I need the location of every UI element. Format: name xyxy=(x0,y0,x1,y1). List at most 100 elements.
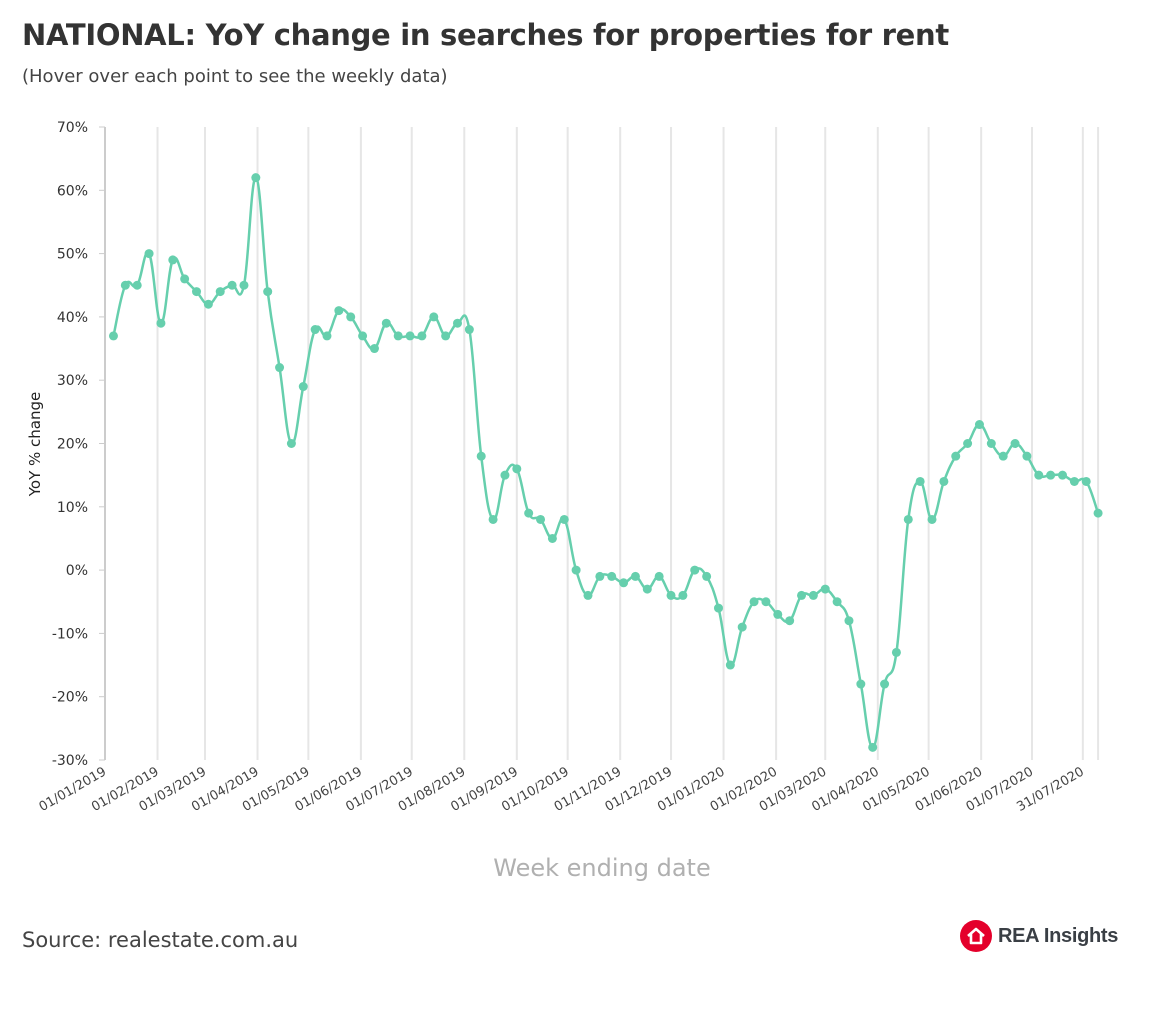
data-point[interactable] xyxy=(441,331,451,341)
data-point[interactable] xyxy=(334,306,344,316)
house-in-circle-icon xyxy=(960,920,992,952)
data-point[interactable] xyxy=(654,571,664,581)
y-tick-label: 50% xyxy=(57,247,88,263)
data-point[interactable] xyxy=(891,647,901,657)
data-point[interactable] xyxy=(464,325,474,335)
data-point[interactable] xyxy=(630,571,640,581)
data-point[interactable] xyxy=(358,331,368,341)
y-tick-label: -30% xyxy=(52,753,88,769)
y-tick-label: 20% xyxy=(57,437,88,453)
data-point[interactable] xyxy=(275,363,285,373)
data-point[interactable] xyxy=(405,331,415,341)
data-point[interactable] xyxy=(239,280,249,290)
data-point[interactable] xyxy=(880,679,890,689)
data-point[interactable] xyxy=(583,590,593,600)
data-point[interactable] xyxy=(773,609,783,619)
data-point[interactable] xyxy=(108,331,118,341)
data-point[interactable] xyxy=(192,287,202,297)
data-point[interactable] xyxy=(571,565,581,575)
data-point[interactable] xyxy=(856,679,866,689)
data-point[interactable] xyxy=(939,476,949,486)
y-tick-label: 0% xyxy=(66,563,88,579)
data-point[interactable] xyxy=(1081,476,1091,486)
data-point[interactable] xyxy=(132,280,142,290)
data-point[interactable] xyxy=(417,331,427,341)
data-point[interactable] xyxy=(749,597,759,607)
data-point[interactable] xyxy=(642,584,652,594)
data-point[interactable] xyxy=(251,173,261,183)
chart-title: NATIONAL: YoY change in searches for pro… xyxy=(22,18,949,52)
data-point[interactable] xyxy=(1010,439,1020,448)
data-point[interactable] xyxy=(713,603,723,613)
y-tick-label: -20% xyxy=(52,690,88,706)
data-point[interactable] xyxy=(927,514,937,524)
data-point[interactable] xyxy=(500,470,510,480)
data-point[interactable] xyxy=(1034,470,1044,480)
data-point[interactable] xyxy=(156,318,166,328)
data-point[interactable] xyxy=(915,476,925,486)
data-point[interactable] xyxy=(512,464,522,474)
y-tick-label: -10% xyxy=(52,626,88,642)
data-point[interactable] xyxy=(951,451,961,461)
data-point[interactable] xyxy=(559,514,569,524)
data-point[interactable] xyxy=(974,420,984,430)
data-point[interactable] xyxy=(286,439,296,448)
data-point[interactable] xyxy=(310,325,320,335)
data-point[interactable] xyxy=(524,508,534,518)
data-point[interactable] xyxy=(820,584,830,594)
data-point[interactable] xyxy=(868,742,878,752)
data-point[interactable] xyxy=(369,344,379,354)
data-point[interactable] xyxy=(547,533,557,543)
data-point[interactable] xyxy=(1046,470,1056,480)
data-point[interactable] xyxy=(761,597,771,607)
y-tick-label: 40% xyxy=(57,310,88,326)
data-point[interactable] xyxy=(227,280,237,290)
data-point[interactable] xyxy=(678,590,688,600)
data-point[interactable] xyxy=(263,287,273,297)
data-point[interactable] xyxy=(429,312,439,322)
data-point[interactable] xyxy=(1058,470,1068,480)
data-point[interactable] xyxy=(215,287,225,297)
data-point[interactable] xyxy=(322,331,332,341)
data-point[interactable] xyxy=(452,318,462,328)
data-point[interactable] xyxy=(168,255,178,265)
y-tick-label: 10% xyxy=(57,500,88,516)
data-point[interactable] xyxy=(393,331,403,341)
data-point[interactable] xyxy=(346,312,356,322)
data-point[interactable] xyxy=(1022,451,1032,461)
data-point[interactable] xyxy=(298,382,308,392)
y-axis-label: YoY % change xyxy=(26,392,44,498)
data-point[interactable] xyxy=(488,514,498,524)
line-chart: 01/01/201901/02/201901/03/201901/04/2019… xyxy=(26,120,1103,882)
data-point[interactable] xyxy=(476,451,486,461)
data-point[interactable] xyxy=(144,249,154,259)
data-point[interactable] xyxy=(986,439,996,448)
data-point[interactable] xyxy=(666,590,676,600)
data-point[interactable] xyxy=(844,616,854,626)
data-point[interactable] xyxy=(180,274,190,284)
data-point[interactable] xyxy=(702,571,712,581)
data-point[interactable] xyxy=(785,616,795,626)
data-point[interactable] xyxy=(619,578,629,588)
data-point[interactable] xyxy=(737,622,747,632)
data-point[interactable] xyxy=(725,660,735,670)
data-point[interactable] xyxy=(903,514,913,524)
data-point[interactable] xyxy=(832,597,842,607)
data-point[interactable] xyxy=(607,571,617,581)
data-point[interactable] xyxy=(998,451,1008,461)
y-tick-label: 30% xyxy=(57,373,88,389)
data-point[interactable] xyxy=(595,571,605,581)
data-point[interactable] xyxy=(203,299,213,309)
data-point[interactable] xyxy=(797,590,807,600)
data-point[interactable] xyxy=(1069,476,1079,486)
data-point[interactable] xyxy=(536,514,546,524)
data-point[interactable] xyxy=(963,439,973,448)
data-point[interactable] xyxy=(1093,508,1103,518)
data-point[interactable] xyxy=(808,590,818,600)
data-point[interactable] xyxy=(690,565,700,575)
data-point[interactable] xyxy=(120,280,130,290)
y-tick-label: 60% xyxy=(57,183,88,199)
data-point[interactable] xyxy=(381,318,391,328)
y-tick-label: 70% xyxy=(57,120,88,136)
source-note: Source: realestate.com.au xyxy=(22,928,299,952)
